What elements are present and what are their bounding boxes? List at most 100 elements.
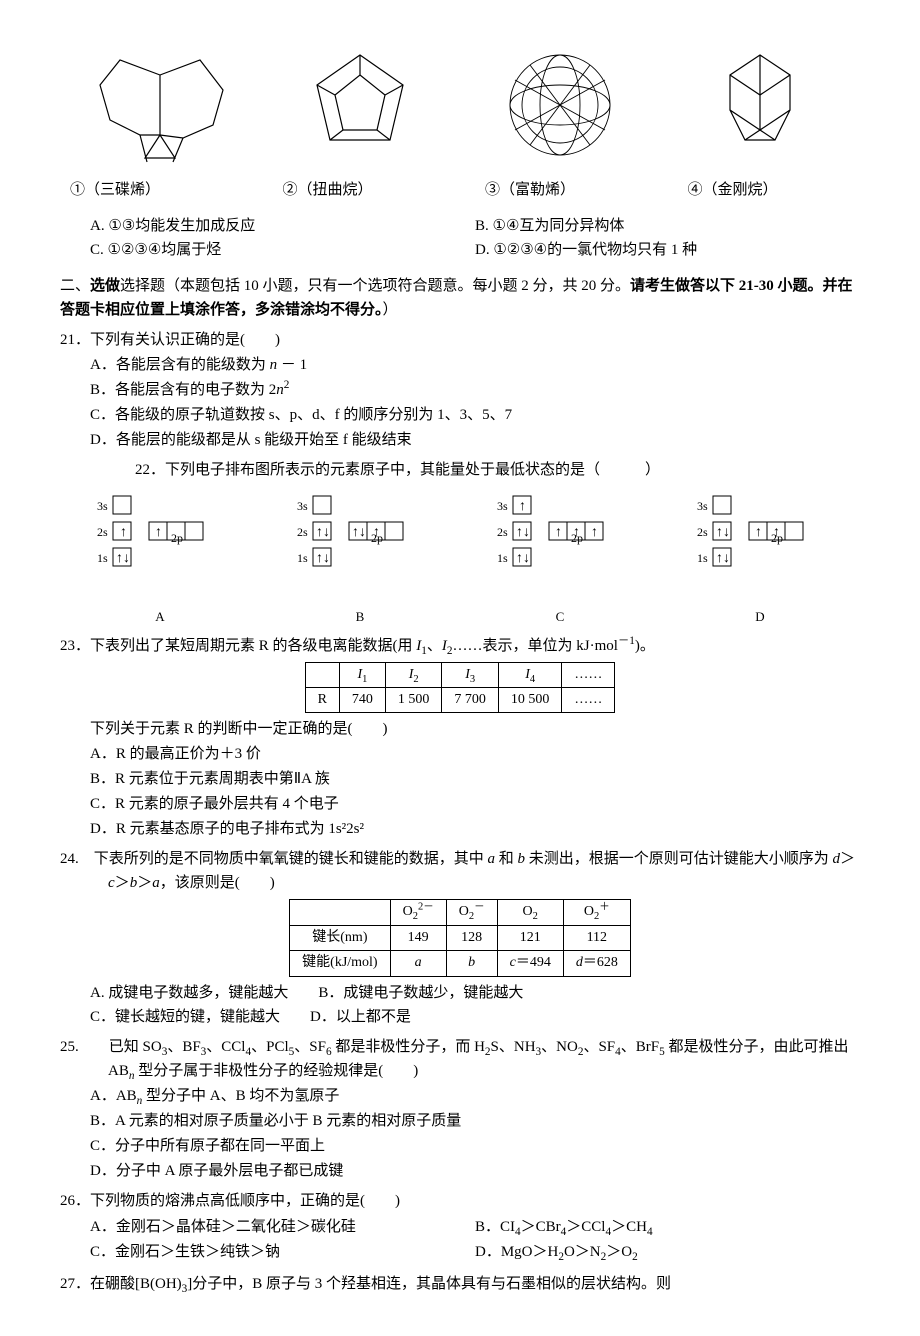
q24-opt-a: A. 成键电子数越多，键能越大 bbox=[90, 985, 288, 1001]
q23-opt-b: B．R 元素位于元素周期表中第ⅡA 族 bbox=[90, 767, 860, 791]
svg-text:3s: 3s bbox=[697, 499, 708, 513]
q26-opts: A．金刚石＞晶体硅＞二氧化硅＞碳化硅 C．金刚石＞生铁＞纯铁＞钠 B．CI4＞C… bbox=[60, 1213, 860, 1266]
molecule-labels-row: ①（三碟烯） ②（扭曲烷） ③（富勒烯） ④（金刚烷） bbox=[60, 178, 860, 202]
orbital-label-c: C bbox=[495, 607, 625, 628]
q24-table: O22－ O2－ O2 O2＋ 键长(nm) 149 128 121 112 键… bbox=[289, 899, 631, 976]
svg-text:1s: 1s bbox=[497, 551, 508, 565]
q20-opt-d: D. ①②③④的一氯代物均只有 1 种 bbox=[475, 238, 860, 262]
q23-r0: R bbox=[305, 687, 339, 712]
q20-opt-b: B. ①④互为同分异构体 bbox=[475, 214, 860, 238]
svg-text:↑: ↑ bbox=[120, 525, 127, 540]
mol-label-1: ①（三碟烯） bbox=[60, 178, 243, 202]
q24-r1c1: 149 bbox=[390, 925, 446, 950]
svg-text:2s: 2s bbox=[297, 525, 308, 539]
q24-opt-c: C．键长越短的键，键能越大 bbox=[90, 1009, 280, 1025]
molecule-4 bbox=[660, 40, 860, 170]
svg-text:↑: ↑ bbox=[519, 499, 526, 514]
q25-opt-a: A．ABn 型分子中 A、B 均不为氢原子 bbox=[90, 1084, 860, 1108]
orbital-diagrams: 3s ↑ 2s ↑ 2p ↑↓ 1s A 3s ↑↓ 2 bbox=[60, 490, 860, 628]
q24-h2: O2－ bbox=[446, 900, 497, 925]
q23-opt-d: D．R 元素基态原子的电子排布式为 1s²2s² bbox=[90, 817, 860, 841]
q22: 22．下列电子排布图所表示的元素原子中，其能量处于最低状态的是（ ） bbox=[60, 458, 860, 482]
q24-h3: O2 bbox=[497, 900, 563, 925]
orbital-c: ↑ 3s ↑↓ 2s ↑ ↑ ↑ 2p ↑↓ 1s C bbox=[495, 490, 625, 628]
molecule-1 bbox=[60, 40, 260, 170]
q25-opt-d: D．分子中 A 原子最外层电子都已成键 bbox=[90, 1159, 860, 1183]
q26-opt-c: C．金刚石＞生铁＞纯铁＞钠 bbox=[90, 1240, 475, 1264]
q25-opt-b: B．A 元素的相对原子质量必小于 B 元素的相对原子质量 bbox=[90, 1109, 860, 1133]
sec2-prefix: 二、 bbox=[60, 278, 90, 294]
svg-text:2p: 2p bbox=[371, 531, 383, 545]
q24-r2c3: c＝494 bbox=[497, 951, 563, 976]
svg-text:↑↓: ↑↓ bbox=[316, 525, 330, 540]
svg-text:↑: ↑ bbox=[155, 525, 162, 540]
svg-text:2p: 2p bbox=[771, 531, 783, 545]
orbital-d: 3s ↑↓ 2s ↑ ↑ 2p ↑↓ 1s D bbox=[695, 490, 825, 628]
molecule-images-row bbox=[60, 40, 860, 170]
orbital-label-b: B bbox=[295, 607, 425, 628]
svg-text:3s: 3s bbox=[497, 499, 508, 513]
q23-r4: 10 500 bbox=[498, 687, 562, 712]
q21-opts: A．各能层含有的能级数为 n － 1 B．各能层含有的电子数为 2n2 C．各能… bbox=[60, 353, 860, 452]
q23-h5: …… bbox=[562, 662, 615, 687]
q23-h1: I1 bbox=[339, 662, 385, 687]
q21-opt-a: A．各能层含有的能级数为 n － 1 bbox=[90, 353, 860, 377]
q24-stem: 24. 下表所列的是不同物质中氧氧键的键长和键能的数据，其中 a 和 b 未测出… bbox=[60, 847, 860, 895]
svg-text:↑↓: ↑↓ bbox=[716, 551, 730, 566]
svg-text:↑↓: ↑↓ bbox=[716, 525, 730, 540]
q23: 23．下表列出了某短周期元素 R 的各级电离能数据(用 I1、I2……表示，单位… bbox=[60, 634, 860, 842]
molecule-2 bbox=[260, 40, 460, 170]
q27-stem: 27．在硼酸[B(OH)3]分子中，B 原子与 3 个羟基相连，其晶体具有与石墨… bbox=[60, 1272, 860, 1296]
q24-r1c4: 112 bbox=[563, 925, 630, 950]
q23-r1: 740 bbox=[339, 687, 385, 712]
svg-text:2s: 2s bbox=[497, 525, 508, 539]
q21-opt-c: C．各能级的原子轨道数按 s、p、d、f 的顺序分别为 1、3、5、7 bbox=[90, 403, 860, 427]
section2-heading: 二、选做选择题（本题包括 10 小题，只有一个选项符合题意。每小题 2 分，共 … bbox=[60, 274, 860, 322]
q23-opts: A．R 的最高正价为＋3 价 B．R 元素位于元素周期表中第ⅡA 族 C．R 元… bbox=[60, 742, 860, 841]
q25-stem: 25. 已知 SO3、BF3、CCl4、PCl5、SF6 都是非极性分子，而 H… bbox=[60, 1035, 860, 1083]
q20-opt-a: A. ①③均能发生加成反应 bbox=[90, 214, 475, 238]
q25-opts: A．ABn 型分子中 A、B 均不为氢原子 B．A 元素的相对原子质量必小于 B… bbox=[60, 1084, 860, 1183]
q23-opt-a: A．R 的最高正价为＋3 价 bbox=[90, 742, 860, 766]
q20-opt-c: C. ①②③④均属于烃 bbox=[90, 238, 475, 262]
q24-opt-b: B．成键电子数越少，键能越大 bbox=[318, 985, 523, 1001]
q24-r2c4: d＝628 bbox=[563, 951, 630, 976]
svg-text:↑↓: ↑↓ bbox=[316, 551, 330, 566]
q24-h0 bbox=[290, 900, 390, 925]
orbital-label-d: D bbox=[695, 607, 825, 628]
q25: 25. 已知 SO3、BF3、CCl4、PCl5、SF6 都是非极性分子，而 H… bbox=[60, 1035, 860, 1183]
svg-text:2s: 2s bbox=[697, 525, 708, 539]
q22-stem: 22．下列电子排布图所表示的元素原子中，其能量处于最低状态的是（ ） bbox=[135, 458, 860, 482]
q24-h4: O2＋ bbox=[563, 900, 630, 925]
sec2-mid: 选择题（本题包括 10 小题，只有一个选项符合题意。每小题 2 分，共 20 分… bbox=[120, 278, 630, 294]
svg-text:↑: ↑ bbox=[755, 525, 762, 540]
q21-opt-b: B．各能层含有的电子数为 2n2 bbox=[90, 378, 860, 402]
svg-text:↑: ↑ bbox=[591, 525, 598, 540]
molecule-3 bbox=[460, 40, 660, 170]
sec2-bold1: 选做 bbox=[90, 278, 120, 294]
q23-r2: 1 500 bbox=[385, 687, 442, 712]
q23-h2: I2 bbox=[385, 662, 442, 687]
svg-text:2s: 2s bbox=[97, 525, 108, 539]
svg-text:↑↓: ↑↓ bbox=[516, 551, 530, 566]
q26-opt-b: B．CI4＞CBr4＞CCl4＞CH4 bbox=[475, 1215, 860, 1239]
q24-r1c0: 键长(nm) bbox=[290, 925, 390, 950]
orbital-b: 3s ↑↓ 2s ↑↓ ↑ 2p ↑↓ 1s B bbox=[295, 490, 425, 628]
q26-stem: 26．下列物质的熔沸点高低顺序中，正确的是( ) bbox=[60, 1189, 860, 1213]
mol-label-2: ②（扭曲烷） bbox=[243, 178, 456, 202]
svg-text:↑↓: ↑↓ bbox=[516, 525, 530, 540]
q24-opt-d: D．以上都不是 bbox=[310, 1009, 411, 1025]
q21-opt-d: D．各能层的能级都是从 s 能级开始至 f 能级结束 bbox=[90, 428, 860, 452]
orbital-a: 3s ↑ 2s ↑ 2p ↑↓ 1s A bbox=[95, 490, 225, 628]
q23-sub: 下列关于元素 R 的判断中一定正确的是( ) bbox=[60, 717, 860, 741]
q26-opt-a: A．金刚石＞晶体硅＞二氧化硅＞碳化硅 bbox=[90, 1215, 475, 1239]
svg-text:1s: 1s bbox=[697, 551, 708, 565]
q20-options: A. ①③均能发生加成反应 B. ①④互为同分异构体 C. ①②③④均属于烃 D… bbox=[60, 214, 860, 262]
svg-text:↑↓: ↑↓ bbox=[352, 525, 366, 540]
q23-h0 bbox=[305, 662, 339, 687]
mol-label-4: ④（金刚烷） bbox=[658, 178, 861, 202]
svg-text:2p: 2p bbox=[571, 531, 583, 545]
svg-text:2p: 2p bbox=[171, 531, 183, 545]
q23-h4: I4 bbox=[498, 662, 562, 687]
q23-r3: 7 700 bbox=[442, 687, 499, 712]
